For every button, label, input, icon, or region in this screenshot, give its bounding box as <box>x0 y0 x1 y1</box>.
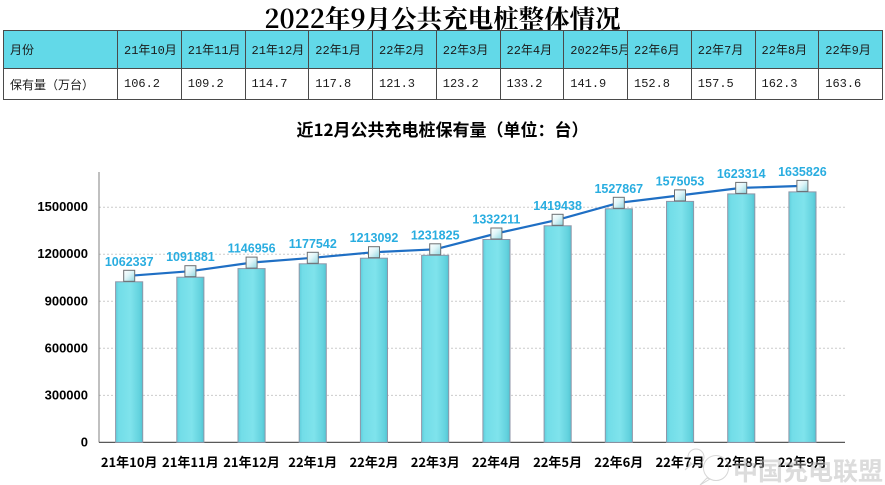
svg-text:22年2月: 22年2月 <box>349 452 398 471</box>
svg-text:600000: 600000 <box>45 340 88 355</box>
svg-text:1623314: 1623314 <box>717 167 766 181</box>
svg-text:21年12月: 21年12月 <box>223 452 280 471</box>
svg-text:1091881: 1091881 <box>166 250 215 264</box>
svg-text:1146956: 1146956 <box>228 242 276 256</box>
svg-text:1177542: 1177542 <box>289 237 337 251</box>
svg-text:1062337: 1062337 <box>105 255 154 269</box>
svg-text:1500000: 1500000 <box>37 199 88 214</box>
svg-text:21年10月: 21年10月 <box>101 452 158 471</box>
svg-text:1635826: 1635826 <box>778 165 827 179</box>
svg-text:22年5月: 22年5月 <box>533 452 582 471</box>
svg-text:1575053: 1575053 <box>656 174 705 188</box>
svg-text:0: 0 <box>81 434 88 449</box>
svg-text:22年3月: 22年3月 <box>411 452 460 471</box>
svg-text:1200000: 1200000 <box>37 246 88 261</box>
svg-text:1231825: 1231825 <box>411 228 460 242</box>
svg-text:1213092: 1213092 <box>350 231 399 245</box>
svg-text:21年11月: 21年11月 <box>162 452 219 471</box>
svg-text:22年7月: 22年7月 <box>655 452 704 471</box>
svg-text:1419438: 1419438 <box>533 199 582 213</box>
svg-text:1527867: 1527867 <box>594 182 643 196</box>
svg-text:22年6月: 22年6月 <box>594 452 643 471</box>
svg-text:22年1月: 22年1月 <box>288 452 337 471</box>
svg-text:22年4月: 22年4月 <box>472 452 521 471</box>
svg-text:1332211: 1332211 <box>472 213 520 227</box>
svg-text:300000: 300000 <box>45 387 88 402</box>
svg-text:中国充电联盟: 中国充电联盟 <box>733 452 883 485</box>
svg-text:900000: 900000 <box>45 293 88 308</box>
